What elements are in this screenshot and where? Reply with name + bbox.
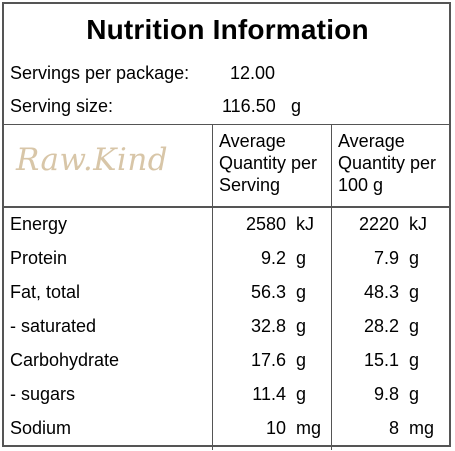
serving-unit: g bbox=[296, 282, 307, 302]
serving-value: 11.4 bbox=[252, 384, 286, 404]
nutrient-name: - sugars bbox=[10, 384, 76, 404]
column-divider-1 bbox=[212, 124, 213, 450]
divider-top bbox=[4, 124, 451, 125]
servings-label: Servings per package: bbox=[10, 63, 190, 83]
divider-header bbox=[4, 206, 451, 208]
nutrient-name: Energy bbox=[10, 214, 68, 234]
nutrient-name: Sodium bbox=[10, 418, 72, 438]
per100-header-line: Average bbox=[338, 131, 405, 151]
nutrient-name: Protein bbox=[10, 248, 68, 268]
serving-unit: mg bbox=[296, 418, 322, 438]
serving-value: 32.8 bbox=[250, 316, 286, 336]
column-divider-2 bbox=[331, 124, 332, 450]
serving-size-unit: g bbox=[291, 96, 302, 116]
per100-value: 48.3 bbox=[363, 282, 399, 302]
serving-value: 56.3 bbox=[250, 282, 286, 302]
per100-unit: mg bbox=[409, 418, 435, 438]
serving-unit: g bbox=[296, 248, 307, 268]
serving-column-header: Average Quantity per Serving bbox=[219, 130, 317, 196]
per100-value: 9.8 bbox=[373, 384, 399, 404]
panel-title: Nutrition Information bbox=[86, 14, 369, 45]
per100-unit: g bbox=[409, 248, 420, 268]
serving-header-line: Serving bbox=[219, 175, 281, 195]
serving-unit: kJ bbox=[296, 214, 314, 234]
per100-unit: kJ bbox=[409, 214, 427, 234]
serving-size-label: Serving size: bbox=[10, 96, 114, 116]
brand-logo: Raw.Kind bbox=[16, 142, 169, 178]
nutrient-name: Fat, total bbox=[10, 282, 81, 302]
per100-value: 15.1 bbox=[363, 350, 399, 370]
serving-value: 17.6 bbox=[250, 350, 286, 370]
per100-header-line: Quantity per bbox=[338, 153, 437, 173]
serving-size-value: 116.50 bbox=[222, 96, 276, 116]
per100-value: 28.2 bbox=[363, 316, 399, 336]
per100-value: 7.9 bbox=[373, 248, 399, 268]
servings-value: 12.00 bbox=[230, 63, 276, 83]
per100-value: 8 bbox=[388, 418, 399, 438]
serving-header-line: Quantity per bbox=[219, 153, 318, 173]
serving-unit: g bbox=[296, 316, 307, 336]
per100-unit: g bbox=[409, 282, 420, 302]
per100-unit: g bbox=[409, 316, 420, 336]
serving-value: 2580 bbox=[245, 214, 286, 234]
serving-value: 10 bbox=[265, 418, 286, 438]
serving-header-line: Average bbox=[219, 131, 286, 151]
serving-unit: g bbox=[296, 384, 307, 404]
per100-unit: g bbox=[409, 384, 420, 404]
nutrient-name: - saturated bbox=[10, 316, 97, 336]
per100-unit: g bbox=[409, 350, 420, 370]
per100-value: 2220 bbox=[358, 214, 399, 234]
per100-column-header: Average Quantity per 100 g bbox=[338, 130, 436, 196]
nutrition-panel bbox=[2, 2, 451, 447]
nutrient-name: Carbohydrate bbox=[10, 350, 120, 370]
serving-value: 9.2 bbox=[260, 248, 286, 268]
serving-unit: g bbox=[296, 350, 307, 370]
per100-header-line: 100 g bbox=[338, 175, 384, 195]
